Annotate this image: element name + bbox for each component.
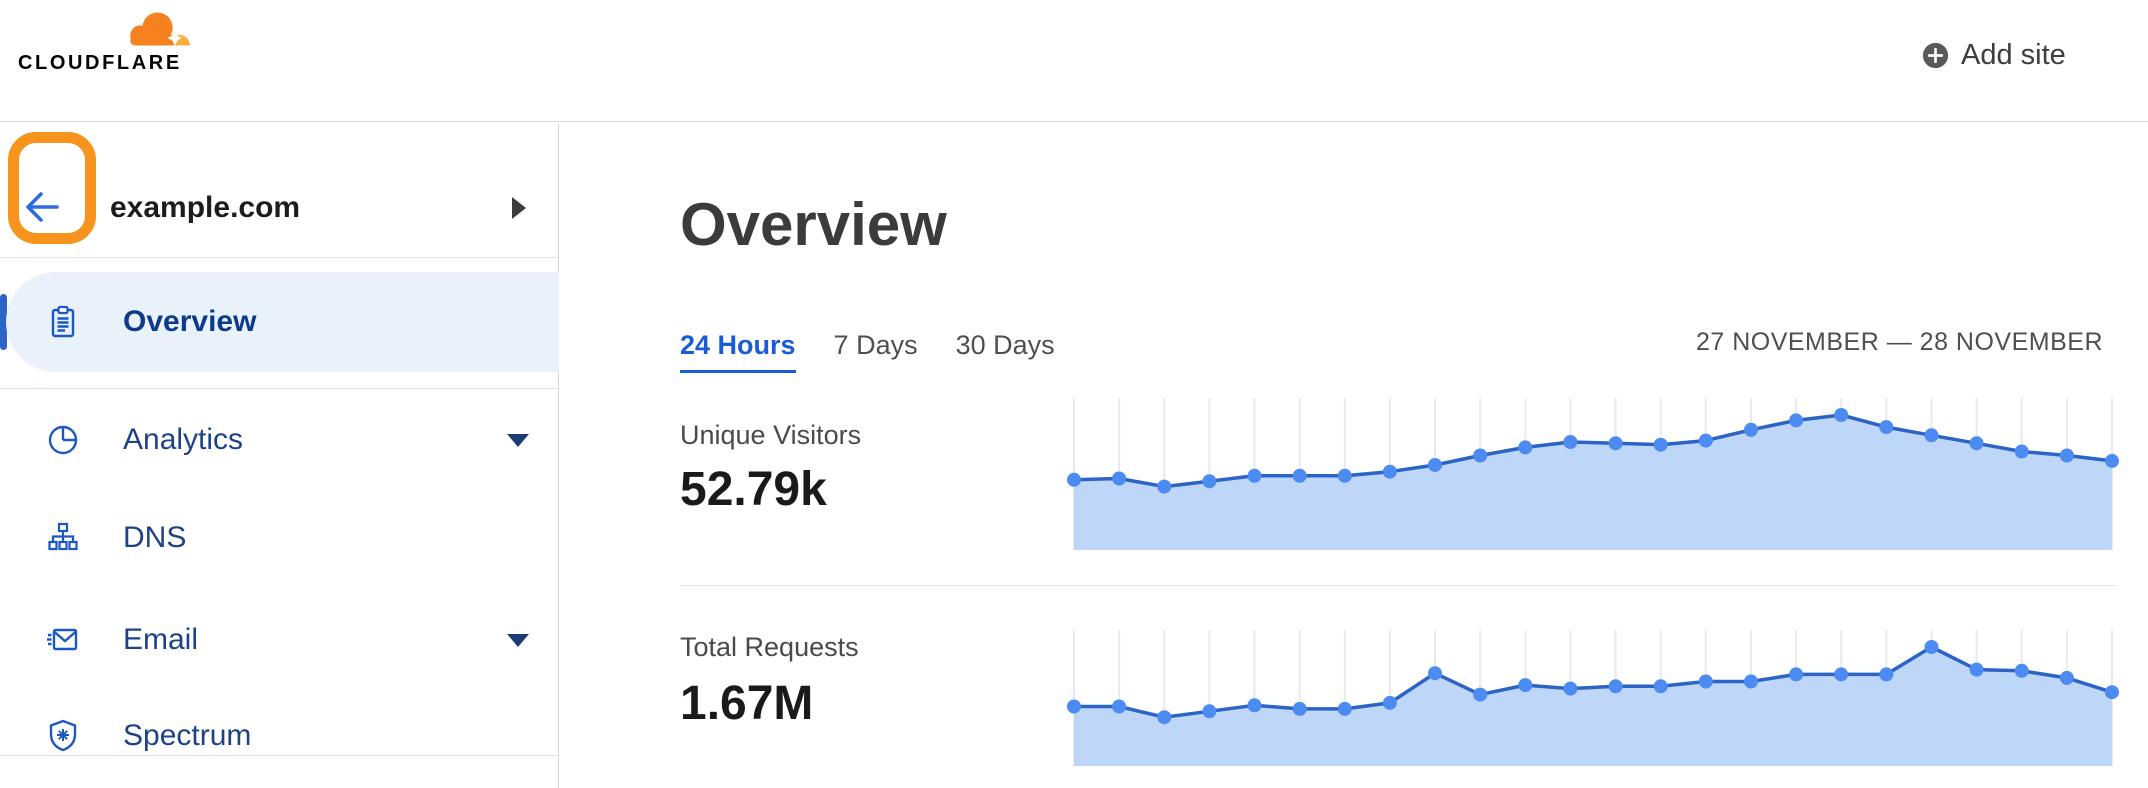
divider	[0, 755, 559, 756]
cloudflare-logo[interactable]: CLOUDFLARE	[18, 4, 203, 74]
page-title: Overview	[680, 191, 947, 258]
sidebar-item-dns[interactable]: DNS	[0, 490, 559, 586]
unique-visitors-chart[interactable]	[1067, 390, 2119, 550]
top-header: CLOUDFLARE Add site	[0, 0, 2148, 122]
cloudflare-cloud-icon	[130, 12, 190, 46]
tab-24-hours[interactable]: 24 Hours	[680, 330, 796, 373]
chevron-down-icon	[507, 633, 529, 647]
unique-visitors-value: 52.79k	[680, 463, 827, 516]
clipboard-icon	[51, 305, 75, 338]
sidebar-item-label: Overview	[123, 305, 257, 338]
plus-circle-icon	[1922, 42, 1949, 68]
sidebar-item-label: Email	[123, 623, 199, 656]
date-range-label: 27 NOVEMBER — 28 NOVEMBER	[1695, 328, 2103, 356]
tab-7-days[interactable]: 7 Days	[833, 330, 918, 360]
divider	[680, 585, 2116, 586]
dns-tree-icon	[48, 522, 78, 551]
pie-chart-icon	[48, 425, 78, 455]
cloudflare-wordmark: CLOUDFLARE	[18, 52, 182, 74]
sidebar-item-label: DNS	[123, 521, 187, 554]
shield-spectrum-icon	[49, 719, 77, 752]
total-requests-chart[interactable]	[1067, 622, 2119, 766]
email-envelope-icon	[47, 628, 78, 651]
sidebar-item-overview[interactable]: Overview	[6, 272, 559, 372]
time-range-tabs: 24 Hours 7 Days 30 Days	[680, 330, 1055, 373]
add-site-button[interactable]: Add site	[1922, 34, 2066, 76]
selected-item-accent	[0, 294, 7, 350]
sidebar-item-label: Spectrum	[123, 719, 252, 752]
add-site-label: Add site	[1961, 38, 2066, 71]
sidebar-item-label: Analytics	[123, 423, 244, 456]
total-requests-label: Total Requests	[680, 632, 859, 662]
site-name: example.com	[110, 191, 301, 224]
unique-visitors-label: Unique Visitors	[680, 420, 862, 450]
chevron-down-icon	[507, 433, 529, 447]
divider	[0, 388, 559, 389]
back-button[interactable]	[20, 185, 64, 229]
sidebar: example.com Overview Analytics	[0, 123, 559, 788]
sidebar-item-analytics[interactable]: Analytics	[0, 392, 559, 488]
site-switcher: example.com	[0, 123, 559, 258]
site-expand-triangle-icon[interactable]	[512, 197, 526, 219]
sidebar-item-spectrum[interactable]: Spectrum	[0, 688, 559, 784]
tab-30-days[interactable]: 30 Days	[955, 330, 1055, 360]
sidebar-item-email[interactable]: Email	[0, 592, 559, 688]
total-requests-value: 1.67M	[680, 677, 814, 730]
back-arrow-icon	[26, 192, 59, 222]
